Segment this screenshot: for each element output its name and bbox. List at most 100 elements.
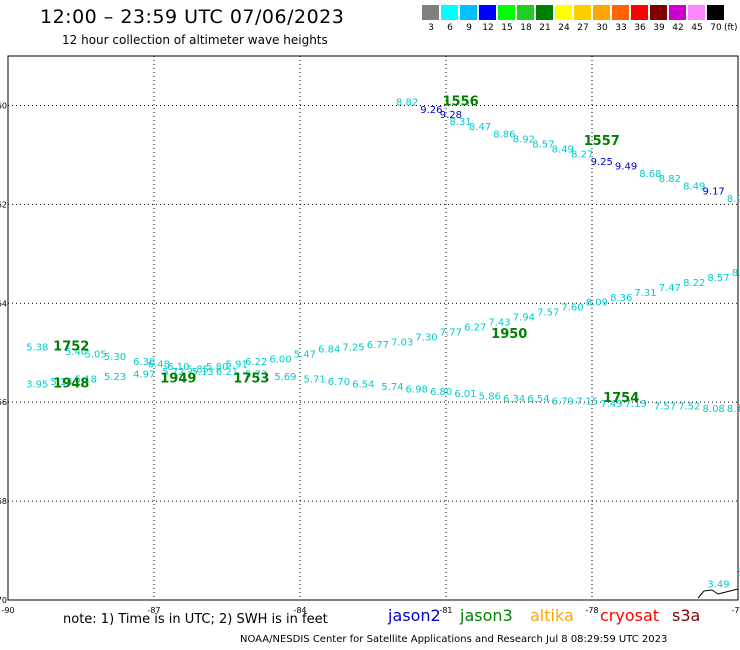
scale-label: 3 bbox=[428, 23, 434, 33]
wave-height-label: 3.20 bbox=[737, 567, 740, 578]
wave-height-label: 5.71 bbox=[303, 374, 325, 385]
x-tick-label: -81 bbox=[439, 606, 452, 615]
time-label: 1754 bbox=[603, 391, 639, 406]
wave-height-label: 9.17 bbox=[703, 186, 725, 197]
wave-height-label: 6.84 bbox=[318, 345, 340, 356]
wave-height-label: 9.25 bbox=[591, 157, 613, 168]
wave-height-label: 6.70 bbox=[328, 377, 350, 388]
wave-height-label: 8.99 bbox=[732, 268, 740, 279]
wave-height-label: 8.92 bbox=[513, 135, 535, 146]
wave-height-label: 6.00 bbox=[269, 355, 291, 366]
scale-label: 12 bbox=[482, 23, 494, 33]
scale-swatch bbox=[555, 5, 572, 20]
scale-swatch bbox=[517, 5, 534, 20]
wave-height-label: 8.08 bbox=[703, 404, 725, 415]
wave-height-label: 5.47 bbox=[294, 350, 316, 361]
scale-label: 45 bbox=[691, 23, 703, 33]
scale-swatch bbox=[707, 5, 724, 20]
scale-unit: (ft) bbox=[724, 23, 738, 33]
wave-height-label: 7.30 bbox=[415, 332, 437, 343]
wave-height-label: 5.05 bbox=[84, 350, 106, 361]
wave-height-label: 6.34 bbox=[503, 394, 525, 405]
scale-label: 39 bbox=[653, 23, 665, 33]
scale-swatch bbox=[460, 5, 477, 20]
wave-height-label: 4.97 bbox=[133, 369, 155, 380]
time-label: 1753 bbox=[233, 371, 269, 386]
wave-height-label: 6.10 bbox=[167, 362, 189, 373]
wave-height-label: 7.94 bbox=[513, 313, 535, 324]
satellite-jason2: jason2 bbox=[388, 606, 441, 625]
wave-height-label: 5.80 bbox=[206, 362, 228, 373]
wave-height-label: 5.30 bbox=[104, 352, 126, 363]
wave-height-label: 7.77 bbox=[440, 327, 462, 338]
wave-height-label: 7.60 bbox=[561, 303, 583, 314]
wave-height-label: 7.19 bbox=[625, 399, 647, 410]
scale-label: 30 bbox=[596, 23, 608, 33]
scale-label: 27 bbox=[577, 23, 589, 33]
wave-height-label: 6.54 bbox=[527, 394, 549, 405]
satellite-s3a: s3a bbox=[672, 606, 701, 625]
y-tick-label: -62 bbox=[0, 200, 7, 209]
wave-height-label: 7.25 bbox=[342, 342, 364, 353]
wave-height-label: 6.38 bbox=[133, 357, 155, 368]
y-tick-label: -60 bbox=[0, 101, 7, 110]
wave-height-label: 6.80 bbox=[430, 387, 452, 398]
y-tick-label: -66 bbox=[0, 398, 7, 407]
scale-label: 33 bbox=[615, 23, 627, 33]
coastline bbox=[697, 588, 739, 599]
time-label: 1557 bbox=[584, 134, 620, 149]
wave-height-label: 5.74 bbox=[381, 382, 403, 393]
scale-label: 15 bbox=[501, 23, 513, 33]
scale-label: 18 bbox=[520, 23, 532, 33]
note-text: note: 1) Time is in UTC; 2) SWH is in fe… bbox=[63, 612, 328, 627]
wave-height-label: 8.57 bbox=[532, 139, 554, 150]
wave-height-label: 5.13 bbox=[192, 367, 214, 378]
wave-height-label: 6.27 bbox=[464, 322, 486, 333]
scale-swatch bbox=[669, 5, 686, 20]
time-label: 1948 bbox=[53, 376, 89, 391]
scale-swatch bbox=[422, 5, 439, 20]
chart-title: 12:00 – 23:59 UTC 07/06/2023 bbox=[40, 6, 345, 28]
scale-label: 9 bbox=[466, 23, 472, 33]
scale-swatch bbox=[650, 5, 667, 20]
wave-height-label: 7.52 bbox=[678, 402, 700, 413]
x-tick-label: -78 bbox=[585, 606, 598, 615]
wave-height-label: 9.49 bbox=[615, 162, 637, 173]
scale-swatch bbox=[441, 5, 458, 20]
time-label: 1950 bbox=[491, 327, 527, 342]
scale-swatch bbox=[536, 5, 553, 20]
plot-frame bbox=[7, 55, 739, 601]
scale-swatch bbox=[574, 5, 591, 20]
wave-height-label: 5.18 bbox=[75, 374, 97, 385]
wave-height-label: 7.47 bbox=[659, 283, 681, 294]
scale-label: 42 bbox=[672, 23, 684, 33]
wave-height-label: 6.54 bbox=[352, 379, 374, 390]
wave-height-label: 6.48 bbox=[148, 360, 170, 371]
y-tick-label: -68 bbox=[0, 497, 7, 506]
wave-height-label: 8.57 bbox=[707, 273, 729, 284]
satellite-jason3: jason3 bbox=[460, 606, 513, 625]
time-label: 1752 bbox=[53, 339, 89, 354]
x-tick-label: -84 bbox=[293, 606, 306, 615]
wave-height-label: 7.15 bbox=[576, 397, 598, 408]
wave-height-label: 7.57 bbox=[654, 402, 676, 413]
wave-height-label: 5.40 bbox=[65, 347, 87, 358]
wave-height-label: 6.22 bbox=[245, 357, 267, 368]
x-tick-label: -90 bbox=[1, 606, 14, 615]
wave-height-label: 6.77 bbox=[367, 340, 389, 351]
x-tick-label: -87 bbox=[147, 606, 160, 615]
wave-height-label: 8.82 bbox=[659, 174, 681, 185]
time-label: 1556 bbox=[443, 94, 479, 109]
wave-height-label: 8.49 bbox=[683, 182, 705, 193]
satellite-cryosat: cryosat bbox=[600, 606, 660, 625]
wave-height-label: 8.82 bbox=[396, 97, 418, 108]
wave-height-label: 8.47 bbox=[469, 122, 491, 133]
wave-height-label: 3.49 bbox=[707, 580, 729, 591]
wave-height-label: 9.28 bbox=[440, 110, 462, 121]
wave-height-label: 8.68 bbox=[639, 169, 661, 180]
wave-height-label: 5.38 bbox=[26, 342, 48, 353]
scale-swatch bbox=[593, 5, 610, 20]
scale-label: 36 bbox=[634, 23, 646, 33]
scale-swatch bbox=[631, 5, 648, 20]
satellite-altika: altika bbox=[530, 606, 574, 625]
